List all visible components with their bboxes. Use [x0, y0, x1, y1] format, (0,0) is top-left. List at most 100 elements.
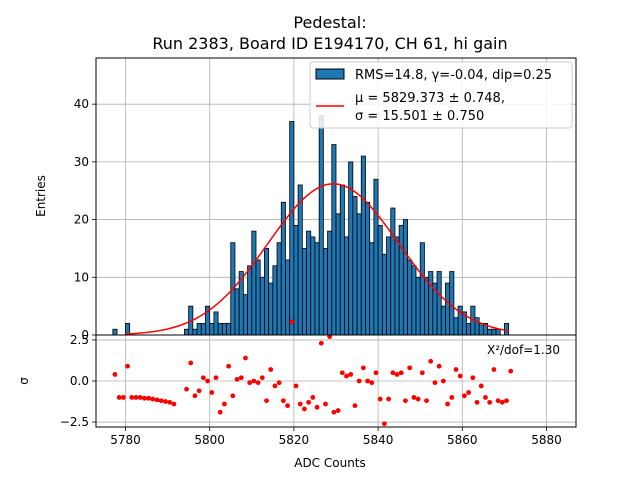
y-tick-label-bottom: −2.5 — [60, 415, 89, 429]
residual-point — [436, 363, 442, 369]
residual-point — [403, 398, 408, 404]
residual-point — [209, 390, 215, 395]
histogram-bar — [213, 311, 219, 336]
residual-point — [112, 372, 118, 377]
legend-box — [309, 61, 573, 129]
residual-point — [331, 409, 337, 415]
legend-fit-label-line1: μ = 5829.373 ± 0.748, — [355, 91, 505, 106]
residual-point — [264, 398, 269, 404]
residual-point — [348, 372, 354, 377]
top-y-ticks: 0 10 20 30 40 — [74, 97, 96, 342]
residual-point — [226, 363, 232, 369]
residual-point — [234, 376, 240, 382]
residual-points — [112, 319, 514, 427]
histogram-bar — [221, 323, 227, 336]
histogram-bar — [495, 328, 501, 336]
residual-point — [394, 372, 400, 377]
residual-point — [398, 370, 404, 376]
histogram-bar — [247, 265, 253, 336]
residual-point — [453, 367, 459, 372]
residual-point — [365, 378, 370, 384]
y-axis-label-sigma: σ — [17, 377, 31, 385]
histogram-bar — [192, 328, 198, 336]
residual-point — [272, 383, 278, 389]
residual-point — [445, 401, 450, 407]
residual-point — [146, 395, 152, 401]
histogram-bar — [255, 259, 261, 336]
residual-point — [192, 393, 198, 399]
histogram-bar — [377, 224, 383, 336]
y-tick-label-bottom: 0.0 — [70, 374, 89, 388]
histogram-bar — [411, 265, 417, 336]
x-tick-label: 5820 — [279, 433, 310, 447]
histogram-bar — [449, 271, 455, 336]
residual-point — [230, 393, 236, 399]
histogram-bar — [504, 323, 510, 336]
histogram-bar — [268, 282, 274, 336]
histogram-bar — [398, 224, 404, 336]
residual-point — [344, 373, 349, 379]
histogram-bar — [293, 224, 299, 336]
histogram-bar — [297, 184, 303, 336]
histogram-bar — [428, 271, 434, 336]
x-tick-label: 5860 — [447, 433, 478, 447]
residual-point — [280, 398, 286, 404]
histogram-bar — [487, 328, 493, 336]
y-tick-label-top: 0 — [81, 328, 89, 342]
residual-point — [466, 390, 472, 395]
residual-point — [499, 399, 505, 405]
residual-point — [213, 375, 219, 381]
histogram-bar — [226, 323, 232, 336]
residual-point — [335, 408, 341, 413]
histogram-bar — [314, 242, 320, 336]
histogram-bar — [301, 248, 307, 336]
residual-point — [483, 395, 488, 400]
y-tick-label-bottom: 2.5 — [70, 333, 89, 347]
residual-point — [120, 395, 126, 400]
residual-point — [196, 388, 202, 394]
bottom-y-ticks: −2.5 0.0 2.5 — [60, 333, 96, 429]
histogram-bar — [478, 323, 484, 336]
histogram-bar — [402, 219, 408, 336]
chart-title-line1: Pedestal: — [293, 13, 366, 32]
histogram-bar — [276, 242, 282, 336]
residual-point — [504, 398, 509, 404]
residual-point — [356, 378, 362, 384]
histogram-bar — [272, 265, 278, 336]
residual-point — [137, 395, 143, 400]
residual-point — [116, 395, 122, 400]
residual-point — [382, 421, 387, 427]
residual-point — [411, 395, 417, 400]
residual-point — [339, 370, 345, 376]
histogram-bar — [251, 230, 257, 336]
histogram-bar — [390, 207, 396, 336]
histogram-bar — [289, 121, 295, 336]
residual-point — [259, 375, 265, 381]
residual-point — [251, 378, 257, 384]
residual-point — [415, 396, 421, 402]
residual-point — [487, 399, 493, 405]
residual-point — [470, 375, 476, 381]
residual-point — [310, 395, 316, 400]
residual-point — [297, 401, 303, 407]
histogram-bar — [466, 323, 472, 336]
histogram-bar — [440, 305, 446, 336]
histogram-bar — [306, 230, 312, 336]
residual-point — [457, 373, 463, 379]
histogram-bar — [196, 323, 202, 336]
x-tick-label: 5800 — [194, 433, 225, 447]
residual-point — [222, 401, 227, 407]
residual-point — [125, 363, 130, 369]
chi2-annotation: X²/dof=1.30 — [487, 343, 560, 357]
histogram-bar — [356, 213, 362, 336]
residual-point — [289, 319, 295, 325]
residual-point — [238, 375, 244, 381]
legend-fit-label-line2: σ = 15.501 ± 0.750 — [355, 109, 484, 124]
legend: RMS=14.8, γ=-0.04, dip=0.25 μ = 5829.373… — [309, 61, 573, 129]
residual-point — [167, 399, 173, 405]
histogram-bar — [369, 242, 375, 336]
histogram-bar — [209, 323, 215, 336]
residual-point — [158, 398, 164, 404]
histogram-bar — [335, 213, 341, 336]
